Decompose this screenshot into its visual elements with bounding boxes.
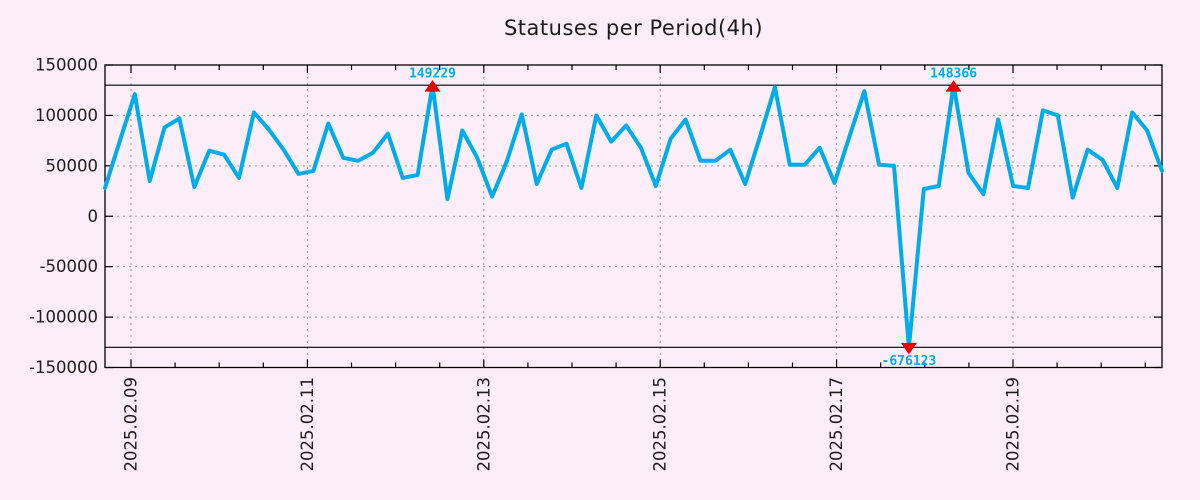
y-tick-label: 100000 [35,106,98,125]
y-tick-label: 150000 [35,56,98,75]
y-tick-label: -50000 [40,257,98,276]
y-tick-label: -100000 [29,308,98,327]
series-line [103,83,1164,350]
y-tick-label: -150000 [29,358,98,377]
annotation-marker [424,80,441,92]
annotation-label: 149229 [409,67,456,82]
page-title: Statuses per Period(4h) [503,16,764,40]
x-tick-label: 2025.02.19 [1004,377,1023,471]
annotation-label: 148366 [930,67,977,82]
x-tick-label: 2025.02.15 [651,377,670,471]
y-tick-label: 50000 [46,156,99,175]
annotation-marker [900,342,917,355]
annotation-marker [945,80,962,92]
x-tick-label: 2025.02.09 [122,377,141,471]
y-tick-label: 0 [88,207,99,226]
x-tick-label: 2025.02.17 [827,377,846,471]
x-tick-label: 2025.02.13 [474,377,493,471]
x-tick-label: 2025.02.11 [298,377,317,471]
annotation-label: -676123 [882,354,937,369]
